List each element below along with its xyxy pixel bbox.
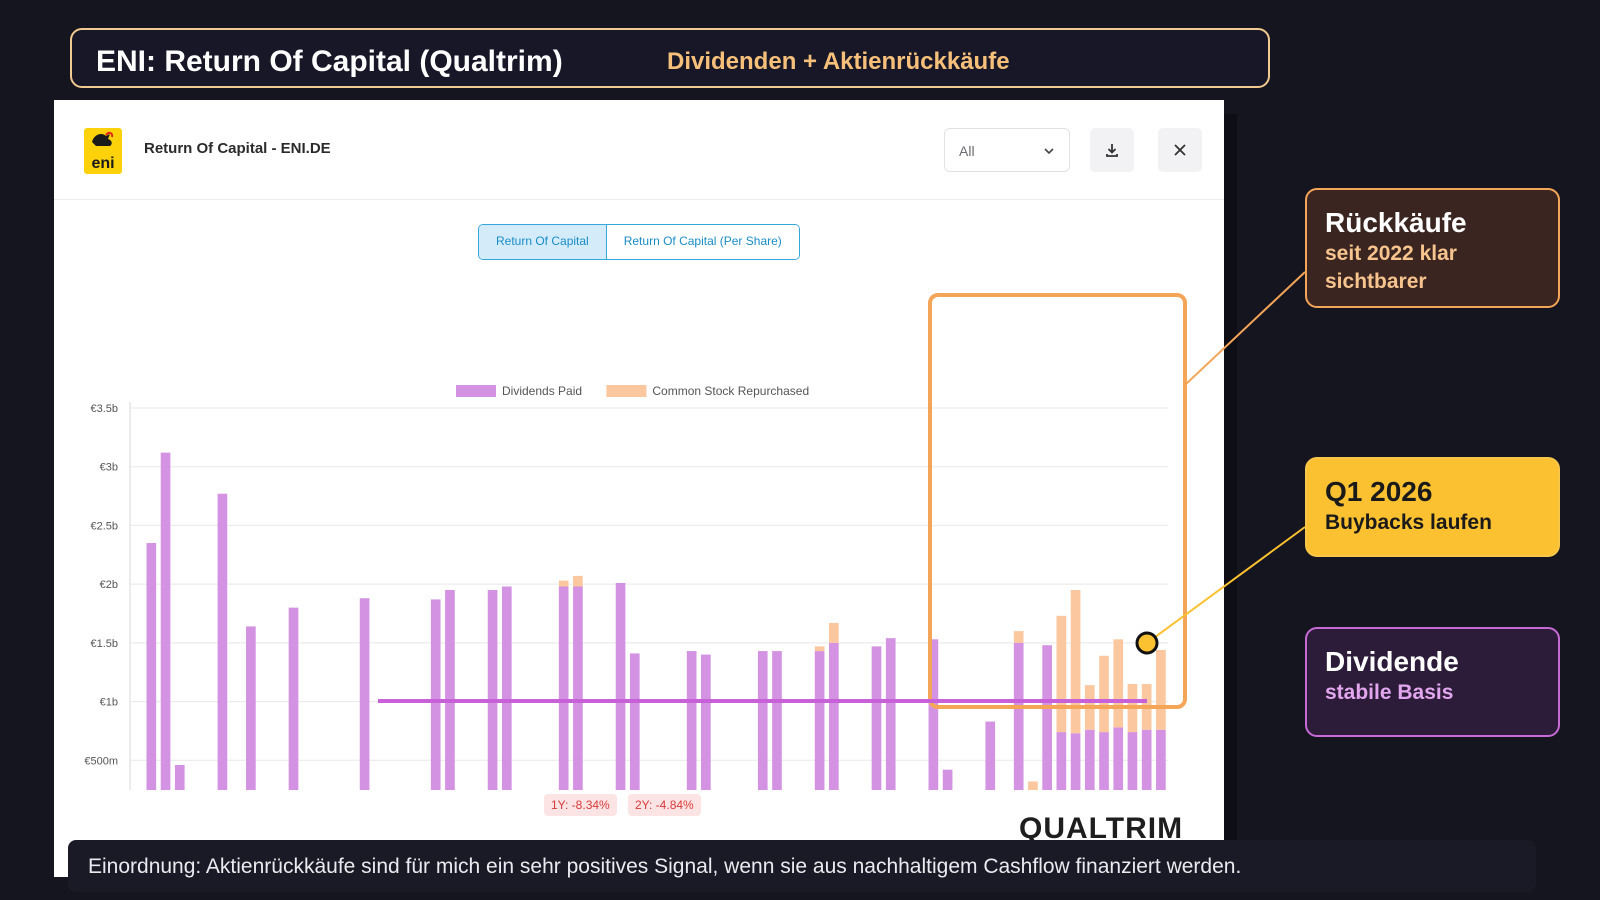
- bar-buybacks: [829, 622, 839, 643]
- bar-dividends: [487, 590, 498, 790]
- bar-buybacks: [1113, 639, 1124, 728]
- eni-logo-icon: eni: [84, 128, 122, 174]
- bar-dividends: [928, 639, 939, 790]
- bar-dividends: [985, 721, 996, 790]
- bar-dividends: [829, 642, 839, 790]
- bar-dividends: [558, 586, 569, 790]
- callout-buybacks-title: Rückkäufe: [1325, 207, 1467, 238]
- bar-dividends: [814, 651, 825, 790]
- bar-dividends: [1042, 645, 1052, 790]
- bar-buybacks: [1156, 649, 1166, 730]
- bar-buybacks: [573, 575, 583, 587]
- range-select[interactable]: All: [944, 128, 1070, 172]
- bar-buybacks: [558, 580, 569, 587]
- chevron-down-icon: [1044, 148, 1054, 155]
- bar-dividends: [1070, 733, 1081, 790]
- bar-dividends: [615, 582, 626, 790]
- note-text: Einordnung: Aktienrückkäufe sind für mic…: [88, 855, 1242, 878]
- download-button[interactable]: [1090, 128, 1134, 172]
- y-tick-label: €2.5b: [90, 520, 118, 532]
- callout-buybacks-line1: seit 2022 klar: [1325, 242, 1457, 265]
- bar-buybacks: [1127, 683, 1138, 733]
- bar-buybacks: [814, 646, 825, 652]
- page-subtitle: Dividenden + Aktienrückkäufe: [667, 48, 1010, 75]
- bar-buybacks: [1099, 655, 1109, 733]
- y-tick-label: €1.5b: [90, 638, 118, 650]
- download-icon: [1106, 144, 1118, 157]
- chart-title: Return Of Capital - ENI.DE: [144, 140, 331, 157]
- y-tick-label: €3b: [100, 462, 118, 474]
- bar-buybacks: [1028, 781, 1038, 790]
- qualtrim-watermark: QUALTRIM: [1019, 812, 1184, 845]
- callout-q1-2026: Q1 2026 Buybacks laufen: [1305, 457, 1560, 557]
- panel-header: eni Return Of Capital - ENI.DE All: [54, 100, 1224, 200]
- bar-buybacks: [1141, 683, 1152, 730]
- callout-buybacks: Rückkäufe seit 2022 klar sichtbarer: [1305, 188, 1560, 308]
- callout-dividend-title: Dividende: [1325, 646, 1459, 677]
- bar-dividends: [885, 638, 896, 790]
- legend-swatch: [456, 385, 496, 397]
- bar-dividends: [1127, 732, 1138, 790]
- y-tick-label: €500m: [84, 755, 118, 767]
- bar-dividends: [1099, 732, 1109, 790]
- chart-tabs: Return Of Capital Return Of Capital (Per…: [478, 224, 800, 260]
- bar-dividends: [288, 607, 299, 790]
- bar-buybacks: [1056, 615, 1067, 733]
- bar-dividends: [573, 586, 583, 790]
- bar-dividends: [1141, 729, 1152, 790]
- bar-buybacks: [1070, 590, 1081, 734]
- header-bar: ENI: Return Of Capital (Qualtrim) Divide…: [70, 28, 1270, 88]
- bar-dividends: [871, 646, 882, 790]
- chart-panel: eni Return Of Capital - ENI.DE All Retur…: [54, 100, 1224, 877]
- bar-dividends: [629, 653, 640, 790]
- y-tick-label: €3.5b: [90, 403, 118, 415]
- bar-dividends: [174, 764, 185, 790]
- page-title: ENI: Return Of Capital (Qualtrim): [96, 45, 563, 78]
- bar-dividends: [701, 654, 711, 790]
- bar-dividends: [1013, 642, 1024, 790]
- y-tick-label: €1b: [100, 697, 118, 709]
- bar-dividends: [217, 493, 228, 790]
- y-tick-label: €2b: [100, 579, 118, 591]
- badge-1y: 1Y: -8.34%: [544, 794, 617, 816]
- bar-buybacks: [1013, 631, 1024, 643]
- bar-dividends: [757, 651, 768, 790]
- bar-dividends: [430, 599, 441, 790]
- svg-text:eni: eni: [91, 155, 114, 172]
- bar-dividends: [686, 651, 697, 790]
- bar-buybacks: [1084, 685, 1095, 730]
- tab-return-of-capital[interactable]: Return Of Capital: [479, 225, 607, 259]
- close-icon: [1174, 144, 1186, 156]
- bar-dividends: [1084, 729, 1095, 790]
- bar-dividends: [1056, 732, 1067, 790]
- callout-dividend-sub: stabile Basis: [1325, 681, 1454, 704]
- legend-swatch: [606, 385, 647, 397]
- bar-dividends: [942, 769, 953, 790]
- note-bar: Einordnung: Aktienrückkäufe sind für mic…: [68, 840, 1536, 892]
- bar-dividends: [246, 626, 256, 790]
- close-button[interactable]: [1158, 128, 1202, 172]
- legend-label: Common Stock Repurchased: [652, 384, 809, 398]
- bar-dividends: [445, 590, 455, 790]
- callout-q1-2026-sub: Buybacks laufen: [1325, 511, 1492, 534]
- tab-return-of-capital-per-share[interactable]: Return Of Capital (Per Share): [606, 225, 799, 259]
- bar-dividends: [501, 586, 512, 790]
- legend-label: Dividends Paid: [502, 384, 582, 398]
- bar-dividends: [772, 651, 782, 790]
- bar-dividends: [1113, 727, 1124, 790]
- bar-dividends: [146, 543, 157, 790]
- callout-buybacks-line2: sichtbarer: [1325, 270, 1427, 293]
- bar-dividends: [160, 452, 171, 790]
- bar-dividends: [359, 598, 370, 790]
- range-select-value: All: [959, 143, 975, 159]
- bar-dividends: [1156, 729, 1166, 790]
- badge-2y: 2Y: -4.84%: [628, 794, 701, 816]
- callout-dividend: Dividende stabile Basis: [1305, 627, 1560, 737]
- callout-q1-2026-title: Q1 2026: [1325, 476, 1433, 507]
